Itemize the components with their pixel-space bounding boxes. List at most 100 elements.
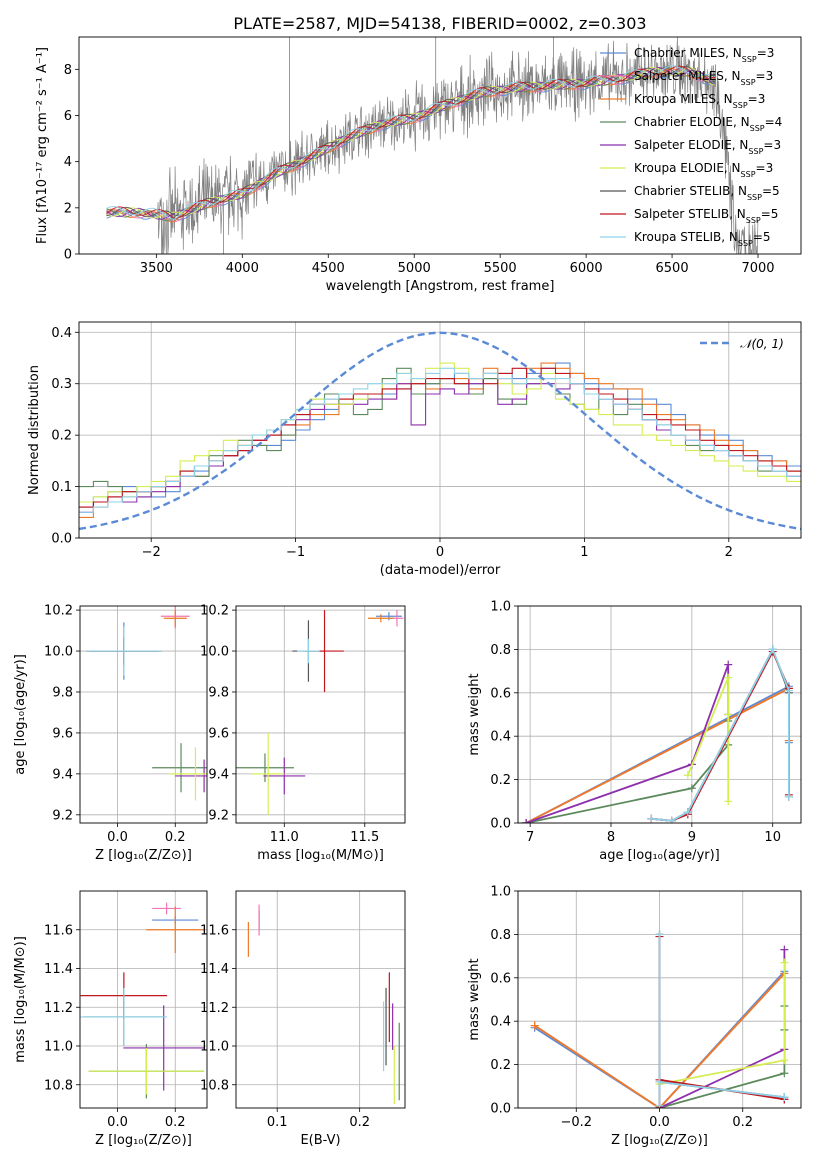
weight-marker <box>687 784 696 793</box>
y-tick-label: 11.6 <box>200 923 229 938</box>
weight-marker <box>655 930 664 939</box>
weight-line <box>686 677 730 802</box>
x-tick-label: 0.2 <box>732 1115 753 1130</box>
errorbar-point <box>86 626 162 676</box>
mass-vs-Z-plot-area <box>80 902 205 1099</box>
legend-label: Salpeter ELODIE, NSSP=3 <box>634 138 781 156</box>
weight-marker <box>780 1093 789 1102</box>
y-axis-label: mass weight <box>467 958 482 1040</box>
x-axis-label: (data-model)/error <box>380 563 501 578</box>
x-tick-label: 2 <box>725 545 733 560</box>
y-tick-label: 10.2 <box>200 604 229 619</box>
x-tick-label: 7 <box>526 830 534 845</box>
y-tick-label: 9.6 <box>52 726 73 741</box>
residuals-panel: −2 −1 0 1 2 0.0 0.1 0.2 0.3 0.4 (data-model)/error… <box>27 321 802 578</box>
weight-line <box>525 687 790 823</box>
y-tick-label: 8 <box>64 63 72 78</box>
axes-frame <box>235 605 406 824</box>
x-tick-label: 0.2 <box>165 1115 186 1130</box>
y-axis-label: Flux [fλ10⁻¹⁷ erg cm⁻² s⁻¹ A⁻¹] <box>35 47 50 244</box>
y-tick-label: 9.2 <box>208 808 229 823</box>
x-axis-label: Z [log₁₀(Z/Z⊙)] <box>95 848 192 863</box>
mass-vs-Z-panel: 0.0 0.2 10.8 11.0 11.2 11.4 11.6 Z [log₁₀(Z/Z⊙)… <box>13 890 208 1148</box>
spectrum-model-kroupa-stelib <box>106 65 716 220</box>
y-tick-label: 10.0 <box>200 645 229 660</box>
x-axis-label: Z [log₁₀(Z/Z⊙)] <box>95 1133 192 1148</box>
weight-marker <box>647 814 656 823</box>
y-tick-label: 0.0 <box>51 532 72 547</box>
weight-marker <box>530 1021 539 1030</box>
x-tick-label: 6500 <box>656 261 689 276</box>
residuals-legend: 𝒩(0, 1) <box>700 337 784 351</box>
y-axis-label: Normed distribution <box>27 365 42 495</box>
y-tick-label: 11.6 <box>44 923 73 938</box>
x-tick-label: 5500 <box>484 261 517 276</box>
y-tick-label: 0.4 <box>51 326 72 341</box>
weight-marker <box>724 660 733 669</box>
x-tick-label: 6000 <box>570 261 603 276</box>
weight-marker <box>522 819 531 823</box>
mass-vs-EBV-plot-area <box>247 904 400 1105</box>
y-tick-label: 10.2 <box>44 604 73 619</box>
x-tick-label: −1 <box>286 545 305 560</box>
x-tick-label: 0.0 <box>107 1115 128 1130</box>
age-vs-Z-plot-area <box>86 606 207 801</box>
errorbar-point <box>252 732 285 815</box>
y-tick-label: 1.0 <box>490 600 511 615</box>
weight-marker <box>667 816 676 823</box>
panels: 3500 4000 4500 5000 5500 6000 6500 7000 0 2 4 6 8 wav… <box>13 36 802 1148</box>
legend-label: Chabrier ELODIE, NSSP=4 <box>634 115 782 133</box>
y-tick-label: 0.8 <box>490 643 511 658</box>
axes-frame <box>78 321 802 539</box>
x-tick-label: 9 <box>688 830 696 845</box>
weight-marker <box>768 645 777 654</box>
x-tick-label: 7000 <box>741 261 774 276</box>
weight-marker <box>780 945 789 954</box>
figure-title: PLATE=2587, MJD=54138, FIBERID=0002, z=0… <box>233 14 646 33</box>
y-tick-label: 9.2 <box>52 808 73 823</box>
x-tick-label: 0.2 <box>165 830 186 845</box>
axes-frame <box>517 605 802 824</box>
y-tick-label: 9.4 <box>52 767 73 782</box>
y-tick-label: 4 <box>64 155 72 170</box>
weight-vs-Z-panel: −0.2 0.0 0.2 0.0 0.2 0.4 0.6 0.8 1.0 Z [log₁₀(Z/Z… <box>467 885 802 1148</box>
weight-marker <box>784 792 793 801</box>
y-tick-label: 10.8 <box>44 1078 73 1093</box>
x-tick-label: 4000 <box>226 261 259 276</box>
axes-frame <box>79 890 208 1109</box>
weight-line <box>651 647 790 822</box>
errorbar-point <box>367 614 394 623</box>
y-tick-label: 2 <box>64 201 72 216</box>
weight-marker <box>780 1069 789 1078</box>
x-axis-label: age [log₁₀(age/yr)] <box>599 848 720 863</box>
x-tick-label: 11.5 <box>350 830 379 845</box>
x-tick-label: −2 <box>142 545 161 560</box>
y-axis-label: mass weight <box>467 673 482 755</box>
x-axis-label: wavelength [Angstrom, rest frame] <box>326 279 555 294</box>
y-tick-label: 0.2 <box>490 773 511 788</box>
weight-marker <box>724 797 733 806</box>
y-tick-label: 0.6 <box>490 971 511 986</box>
weight-marker <box>655 1077 664 1086</box>
y-tick-label: 0.4 <box>490 1015 511 1030</box>
errorbar-point <box>175 759 207 793</box>
weight-line <box>534 970 786 1108</box>
legend-label: Chabrier MILES, NSSP=3 <box>634 46 774 64</box>
spectrum-model-kroupa-elodie <box>106 66 716 219</box>
y-tick-label: 10.0 <box>44 645 73 660</box>
y-tick-label: 0.2 <box>51 429 72 444</box>
errorbar-point <box>236 753 294 783</box>
weight-marker <box>780 1056 789 1065</box>
spectrum-legend: Chabrier MILES, NSSP=3 Salpeter MILES, NS… <box>600 46 782 248</box>
y-tick-label: 0.3 <box>51 377 72 392</box>
errorbar-point <box>263 757 306 795</box>
age-vs-Z-panel: 0.0 0.2 9.2 9.4 9.6 9.8 10.0 10.2 Z [log₁₀(Z/Z⊙)… <box>13 604 208 863</box>
weight-vs-age-panel: 7 8 9 10 0.0 0.2 0.4 0.6 0.8 1.0 age [log₁₀(age/yr… <box>467 600 802 863</box>
y-tick-label: 9.8 <box>208 685 229 700</box>
y-tick-label: 11.4 <box>200 962 229 977</box>
errorbar-point <box>146 906 205 953</box>
y-tick-label: 0.4 <box>490 730 511 745</box>
weight-marker <box>784 686 793 695</box>
y-tick-label: 11.0 <box>200 1040 229 1055</box>
y-tick-label: 0.8 <box>490 928 511 943</box>
